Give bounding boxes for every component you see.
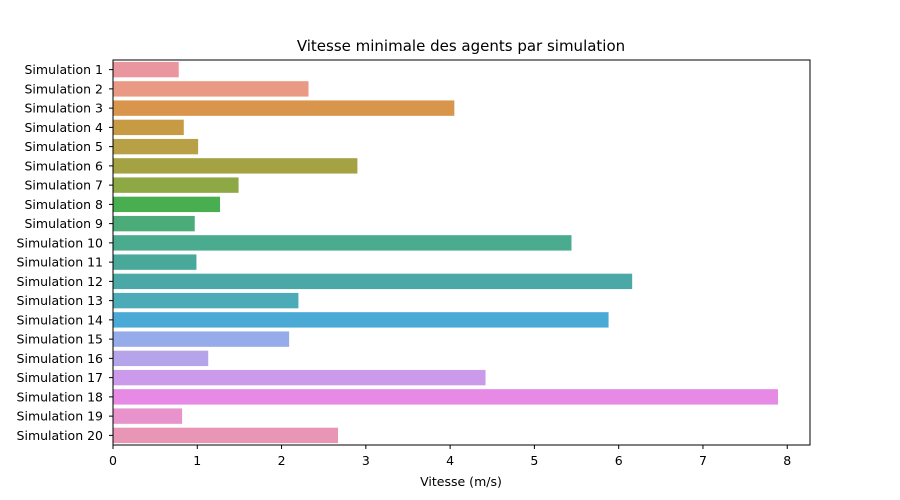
y-tick-label: Simulation 2 xyxy=(24,81,103,96)
y-tick-label: Simulation 18 xyxy=(17,389,104,404)
bar-simulation-9 xyxy=(113,215,195,232)
bar-simulation-17 xyxy=(113,369,486,386)
x-tick-label: 4 xyxy=(446,453,454,468)
y-tick-label: Simulation 10 xyxy=(17,235,104,250)
y-tick-label: Simulation 6 xyxy=(24,158,103,173)
y-tick-label: Simulation 4 xyxy=(24,120,103,135)
bar-simulation-4 xyxy=(113,119,184,136)
bar-simulation-7 xyxy=(113,177,239,193)
plot-frame xyxy=(112,59,811,446)
bar-simulation-2 xyxy=(113,81,309,97)
bar-simulation-14 xyxy=(113,312,609,328)
y-tick-label: Simulation 7 xyxy=(24,178,103,193)
y-tick-labels: Simulation 1 Simulation 2 Simulation 3 Simu… xyxy=(17,62,113,443)
bar-simulation-1 xyxy=(113,61,179,78)
bar-simulation-8 xyxy=(113,196,221,213)
bar-simulation-18 xyxy=(113,389,778,405)
y-tick-label: Simulation 13 xyxy=(17,293,103,308)
x-tick-label: 5 xyxy=(530,453,538,468)
x-tick-label: 2 xyxy=(278,453,286,468)
bars-group xyxy=(113,61,778,444)
bar-simulation-12 xyxy=(113,273,633,290)
x-tick-label: 1 xyxy=(193,453,201,468)
bar-simulation-3 xyxy=(113,100,455,116)
bar-simulation-11 xyxy=(113,254,197,270)
x-tick-label: 8 xyxy=(783,453,791,468)
chart-title: Vitesse minimale des agents par simulati… xyxy=(297,37,625,55)
y-tick-label: Simulation 3 xyxy=(24,101,103,116)
x-tick-label: 7 xyxy=(699,453,707,468)
y-tick-label: Simulation 14 xyxy=(17,312,104,327)
bar-simulation-20 xyxy=(113,427,339,444)
bar-simulation-6 xyxy=(113,158,358,174)
x-axis-title: Vitesse (m/s) xyxy=(420,474,502,489)
y-tick-label: Simulation 17 xyxy=(17,370,103,385)
y-tick-label: Simulation 1 xyxy=(24,62,103,77)
x-ticks: 0 1 2 3 4 5 6 7 8 xyxy=(109,445,791,468)
x-tick-label: 3 xyxy=(362,453,370,468)
bar-simulation-5 xyxy=(113,138,199,155)
bar-simulation-19 xyxy=(113,408,183,424)
bar-simulation-13 xyxy=(113,292,299,309)
y-tick-label: Simulation 20 xyxy=(17,428,104,443)
y-tick-label: Simulation 15 xyxy=(17,332,103,347)
y-tick-label: Simulation 16 xyxy=(17,351,104,366)
y-tick-label: Simulation 19 xyxy=(17,409,104,424)
y-tick-label: Simulation 9 xyxy=(24,216,103,231)
y-tick-label: Simulation 5 xyxy=(24,139,103,154)
bar-simulation-10 xyxy=(113,235,572,251)
y-tick-label: Simulation 11 xyxy=(17,255,103,270)
x-tick-label: 0 xyxy=(109,453,117,468)
bar-simulation-15 xyxy=(113,331,290,347)
x-tick-label: 6 xyxy=(615,453,623,468)
bar-simulation-16 xyxy=(113,350,209,367)
y-tick-label: Simulation 8 xyxy=(24,197,103,212)
y-tick-label: Simulation 12 xyxy=(17,274,103,289)
